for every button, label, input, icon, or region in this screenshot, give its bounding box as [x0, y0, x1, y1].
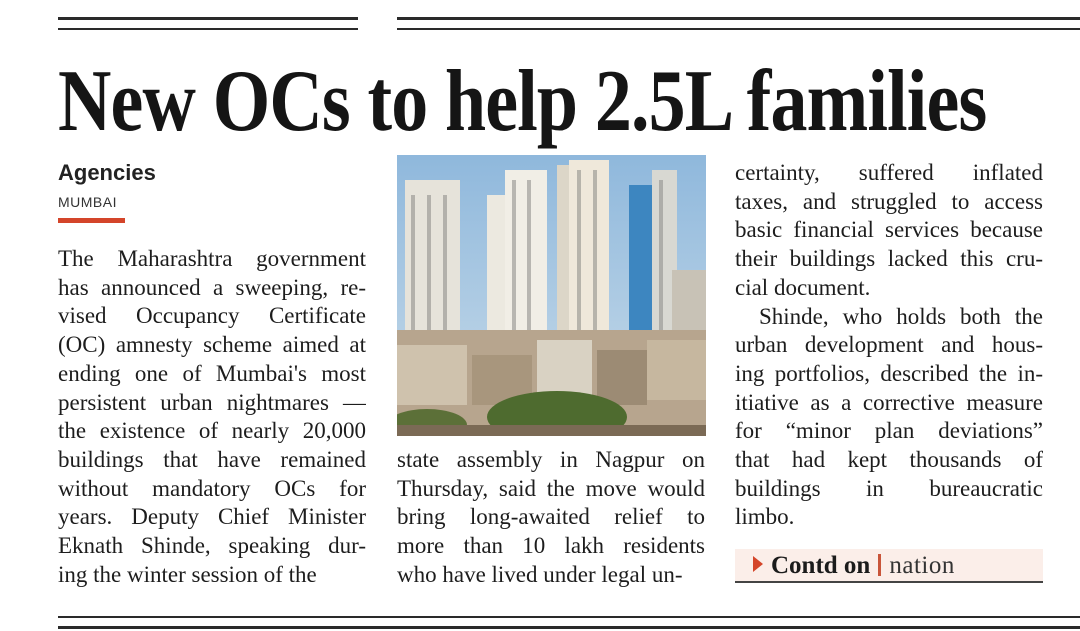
continued-label: Contd on	[771, 552, 871, 579]
text-line: ending one of Mumbai's most	[58, 360, 366, 386]
text-line: more than 10 lakh residents	[397, 533, 705, 559]
top-rule-left-1	[58, 17, 358, 20]
text-line: urban development and hous-	[735, 332, 1043, 358]
accent-bar	[58, 218, 125, 223]
text-line: Thursday, said the move would	[397, 475, 705, 501]
text-line: basic financial services because	[735, 217, 1043, 243]
dateline: MUMBAI	[58, 194, 117, 210]
text-line: taxes, and struggled to access	[735, 188, 1043, 214]
text-line: cial document.	[735, 274, 871, 300]
byline: Agencies	[58, 160, 156, 185]
text-line: who have lived under legal un-	[397, 561, 683, 587]
article-column-3: certainty, suffered inflated taxes, and s…	[735, 159, 1043, 532]
bottom-rule-2	[58, 626, 1080, 629]
text-line: for “minor plan deviations”	[735, 418, 1043, 444]
text-line: itiative as a corrective measure	[735, 389, 1043, 415]
text-line: Shinde, who holds both the	[759, 303, 1043, 329]
bottom-rule-1	[58, 616, 1080, 618]
play-triangle-icon	[753, 556, 763, 572]
text-line: ing portfolios, described the in-	[735, 360, 1043, 386]
text-line: without mandatory OCs for	[58, 475, 366, 501]
city-skyline-photo	[397, 155, 706, 436]
text-line: state assembly in Nagpur on	[397, 447, 705, 472]
article-column-2: state assembly in Nagpur on Thursday, sai…	[397, 446, 705, 590]
text-line: Eknath Shinde, speaking dur-	[58, 533, 366, 559]
top-rule-right-2	[397, 28, 1080, 30]
text-line: the existence of nearly 20,000	[58, 418, 366, 444]
text-line: buildings in bureaucratic	[735, 475, 1043, 501]
text-line: persistent urban nightmares —	[58, 389, 366, 415]
article-column-1: The Maharashtra government has announced …	[58, 245, 366, 589]
text-line: has announced a sweeping, re-	[58, 274, 366, 300]
top-rule-left-2	[58, 28, 358, 30]
continued-on-link[interactable]: Contd on nation	[735, 549, 1043, 583]
text-line: limbo.	[735, 504, 795, 530]
text-line: their buildings lacked this cru-	[735, 246, 1043, 272]
continued-section: nation	[889, 552, 955, 579]
text-line: that had kept thousands of	[735, 447, 1043, 473]
text-line: bring long-awaited relief to	[397, 504, 705, 530]
divider	[878, 554, 882, 576]
text-line: buildings that have remained	[58, 446, 366, 472]
headline: New OCs to help 2.5L families	[58, 53, 987, 150]
top-rule-right-1	[397, 17, 1080, 20]
text-line: The Maharashtra government	[58, 246, 366, 271]
text-line: vised Occupancy Certificate	[58, 303, 366, 329]
text-line: years. Deputy Chief Minister	[58, 504, 366, 530]
text-line: (OC) amnesty scheme aimed at	[58, 332, 366, 358]
text-line: ing the winter session of the	[58, 561, 317, 587]
text-line: certainty, suffered inflated	[735, 160, 1043, 185]
